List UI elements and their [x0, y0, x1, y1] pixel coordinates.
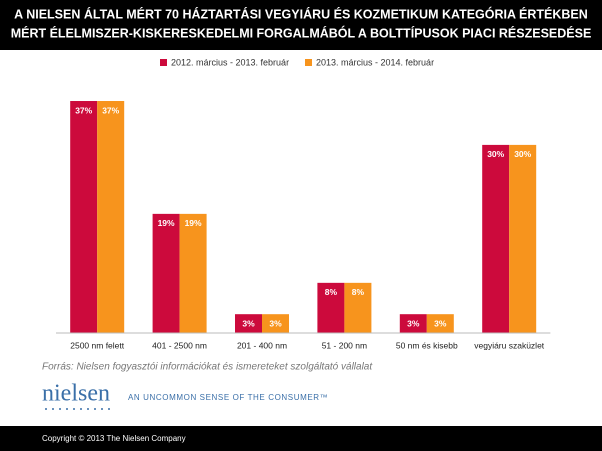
- bar: [70, 101, 98, 333]
- chart-title: MÉRT ÉLELMISZER-KISKERESKEDELMI FORGALMÁ…: [11, 25, 592, 40]
- x-tick-label: 2500 nm felett: [70, 340, 125, 350]
- bar: [399, 314, 427, 333]
- legend-label: 2013. március - 2014. február: [316, 57, 434, 67]
- x-tick-label: 51 - 200 nm: [322, 340, 367, 350]
- bar: [482, 144, 510, 333]
- bar: [426, 314, 454, 333]
- data-label: 30%: [514, 149, 531, 159]
- x-tick-label: 401 - 2500 nm: [152, 340, 207, 350]
- x-tick-label: vegyiáru szaküzlet: [474, 340, 545, 350]
- data-label: 37%: [102, 105, 119, 115]
- data-label: 3%: [242, 318, 255, 328]
- bar: [152, 213, 180, 333]
- bar: [262, 314, 289, 333]
- bar: [344, 282, 372, 333]
- logo-dots: [45, 408, 110, 410]
- legend-swatch: [305, 59, 312, 66]
- footer-bar: [0, 426, 602, 451]
- data-label: 8%: [352, 287, 365, 297]
- data-label: 3%: [269, 318, 282, 328]
- tagline: AN UNCOMMON SENSE OF THE CONSUMER™: [128, 393, 328, 402]
- logo: nielsen: [42, 381, 110, 407]
- x-tick-label: 50 nm és kisebb: [396, 340, 458, 350]
- copyright: Copyright © 2013 The Nielsen Company: [42, 434, 186, 443]
- source-note: Forrás: Nielsen fogyasztói információkat…: [42, 362, 373, 373]
- bar: [235, 314, 262, 333]
- data-label: 3%: [434, 318, 447, 328]
- header-bar: [0, 0, 602, 50]
- legend-swatch: [160, 59, 167, 66]
- data-label: 37%: [75, 105, 92, 115]
- x-tick-label: 201 - 400 nm: [237, 340, 287, 350]
- legend-label: 2012. március - 2013. február: [171, 57, 289, 67]
- chart-title: A NIELSEN ÁLTAL MÉRT 70 HÁZTARTÁSI VEGYI…: [14, 6, 588, 21]
- data-label: 19%: [185, 218, 202, 228]
- bar: [317, 282, 345, 333]
- bar: [509, 144, 537, 333]
- data-label: 8%: [325, 287, 338, 297]
- bar: [179, 213, 207, 333]
- bar: [97, 101, 125, 333]
- data-label: 19%: [158, 218, 175, 228]
- data-label: 3%: [407, 318, 420, 328]
- data-label: 30%: [487, 149, 504, 159]
